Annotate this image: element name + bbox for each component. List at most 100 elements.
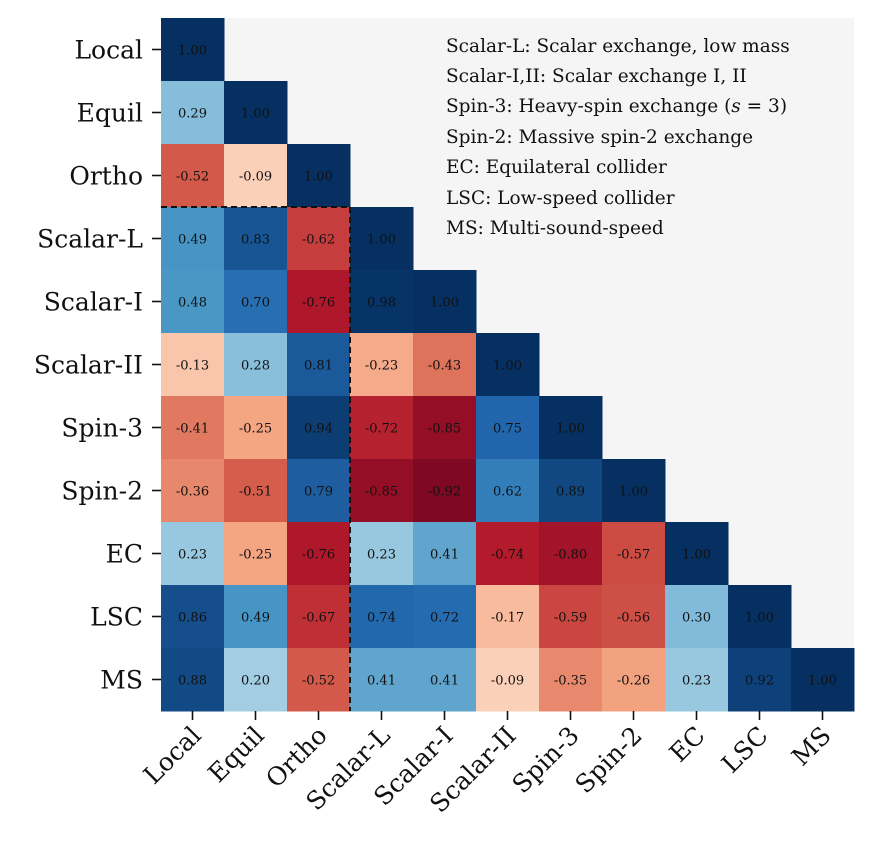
heatmap-cell [539,648,603,712]
heatmap-cell [161,144,225,208]
cell-value-label: 1.00 [493,359,522,374]
cell-value-label: 0.62 [493,485,522,500]
cell-value-label: -0.85 [365,485,398,500]
heatmap-cell [287,144,351,208]
x-axis: LocalEquilOrthoScalar-LScalar-IScalar-II… [138,711,837,818]
heatmap-cell [350,270,414,334]
heatmap-cell [161,585,225,649]
heatmap-cell [413,459,477,523]
heatmap-cell [602,522,666,586]
heatmap-cell [350,333,414,397]
cell-value-label: 1.00 [430,296,459,311]
cell-value-label: -0.25 [239,548,272,563]
x-tick-label: Spin-3 [507,721,585,799]
cell-value-label: -0.25 [239,422,272,437]
heatmap-cell [287,207,351,271]
cell-value-label: 0.23 [178,548,207,563]
legend-line: Spin-2: Massive spin-2 exchange [446,127,753,148]
cell-value-label: -0.59 [554,611,587,626]
heatmap-cell [224,459,288,523]
cell-value-label: 0.20 [241,674,270,689]
heatmap-cell [161,459,225,523]
legend-line: EC: Equilateral collider [446,157,667,178]
heatmap-cell [224,522,288,586]
heatmap-cell [161,207,225,271]
heatmap-cell [476,522,540,586]
y-tick-label: Spin-2 [61,477,143,506]
cell-value-label: -0.67 [302,611,335,626]
dashed-divider [161,206,351,711]
heatmap-cell [287,333,351,397]
heatmap-cell [476,459,540,523]
cell-value-label: -0.57 [617,548,650,563]
y-tick-label: Spin-3 [61,414,143,443]
heatmap-cell [287,585,351,649]
cell-value-label: 0.98 [367,296,396,311]
cell-value-label: 0.70 [241,296,270,311]
cell-value-label: -0.80 [554,548,587,563]
y-tick-label: Equil [77,99,143,128]
cell-value-label: 0.23 [367,548,396,563]
cell-value-label: 0.89 [556,485,585,500]
cell-value-label: 0.48 [178,296,207,311]
heatmap-cell [413,585,477,649]
cell-value-label: 1.00 [556,422,585,437]
y-tick-label: EC [106,540,143,569]
legend-line: LSC: Low-speed collider [446,188,675,209]
legend-line: Scalar-L: Scalar exchange, low mass [446,36,790,57]
heatmap-cell [476,648,540,712]
heatmap-cell [413,396,477,460]
y-axis: Local Equil Ortho Scalar-L Scalar-I Scalar-II… [34,36,161,695]
cell-value-label: 0.30 [682,611,711,626]
heatmap-cell [539,396,603,460]
cell-value-label: -0.92 [428,485,461,500]
cell-value-label: 0.92 [745,674,774,689]
heatmap-cell [224,648,288,712]
cell-value-label: -0.23 [365,359,398,374]
cell-value-label: 0.86 [178,611,207,626]
cell-value-label: 1.00 [178,44,207,59]
cell-value-label: 0.41 [430,674,459,689]
cell-value-label: -0.41 [176,422,209,437]
cell-value-label: -0.62 [302,233,335,248]
heatmap-cell [476,333,540,397]
cell-value-label: -0.09 [239,170,272,185]
heatmap-cell [665,585,729,649]
cell-value-label: 1.00 [304,170,333,185]
x-tick-label: LSC [716,721,774,779]
heatmap-cell [539,522,603,586]
legend-line: Spin-3: Heavy-spin exchange (s = 3) [446,96,787,117]
y-tick-label: Ortho [69,162,143,191]
cell-value-label: -0.36 [176,485,209,500]
heatmap-cell [665,648,729,712]
heatmap-cell [161,333,225,397]
cell-value-label: -0.35 [554,674,587,689]
abbreviation-legend: Scalar-L: Scalar exchange, low mass Scal… [446,36,790,239]
legend-line: Scalar-I,II: Scalar exchange I, II [446,66,747,87]
cell-value-label: 0.94 [304,422,333,437]
cell-value-label: -0.74 [491,548,524,563]
cell-value-label: 0.88 [178,674,207,689]
cell-value-label: -0.17 [491,611,524,626]
heatmap-cell [728,648,792,712]
cell-value-label: -0.51 [239,485,272,500]
cell-value-label: -0.72 [365,422,398,437]
cell-value-label: 0.81 [304,359,333,374]
heatmap-cell [413,522,477,586]
x-tick-label: MS [786,721,837,772]
cell-value-label: 0.49 [178,233,207,248]
heatmap-cell [287,396,351,460]
heatmap-cell [287,270,351,334]
cell-value-label: -0.43 [428,359,461,374]
cell-value-label: 0.75 [493,422,522,437]
cell-value-label: 1.00 [619,485,648,500]
cell-value-label: -0.76 [302,296,335,311]
cell-value-label: 0.28 [241,359,270,374]
heatmap-cell [413,270,477,334]
heatmap-cell [602,648,666,712]
heatmap-cell [602,459,666,523]
y-tick-label: MS [100,666,143,695]
cell-value-label: -0.76 [302,548,335,563]
heatmap-cell [728,585,792,649]
heatmap-cell [287,459,351,523]
